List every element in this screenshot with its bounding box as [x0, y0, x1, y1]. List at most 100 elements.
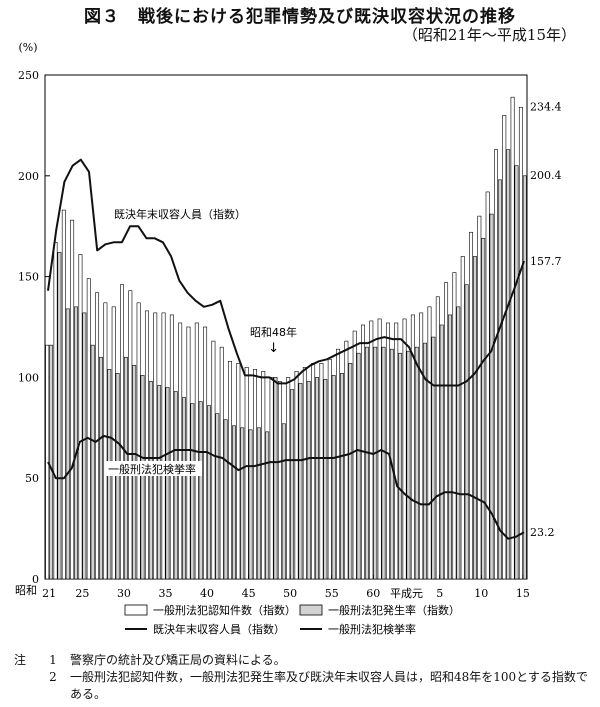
bar — [477, 215, 482, 580]
bar — [481, 237, 486, 580]
bar — [53, 242, 58, 580]
bar — [70, 219, 75, 580]
bar — [148, 381, 153, 580]
bar — [286, 377, 291, 580]
bar — [49, 344, 54, 580]
bar — [277, 381, 282, 580]
y-tick-label: 0 — [32, 573, 39, 586]
bar — [111, 306, 116, 580]
x-tick-label: 55 — [325, 587, 339, 600]
note-2: 2 一般刑法犯認知件数，一般刑法犯発生率及び既決年末収容人員は，昭和48年を10… — [14, 669, 594, 703]
bar — [522, 175, 527, 580]
bar — [261, 371, 266, 580]
legend-swatch — [299, 604, 323, 616]
bar — [402, 318, 407, 580]
chart-subtitle: （昭和21年～平成15年） — [402, 26, 576, 44]
bar — [497, 179, 502, 580]
note-text: 一般刑法犯認知件数，一般刑法犯発生率及び既決年末収容人員は，昭和48年を100と… — [70, 670, 588, 701]
era-label: 昭和 — [15, 584, 37, 597]
bar — [290, 389, 295, 580]
note-1: 注 1 警察庁の統計及び矯正局の資料による。 — [14, 652, 594, 669]
series-line — [47, 434, 525, 540]
note-text: 警察庁の統計及び矯正局の資料による。 — [70, 653, 286, 667]
bar — [120, 284, 124, 580]
bar — [315, 377, 319, 580]
x-tick-label: 30 — [117, 587, 131, 600]
bar — [352, 330, 357, 580]
bar — [182, 397, 187, 580]
x-tick-label: 5 — [436, 587, 443, 600]
bar — [231, 425, 236, 580]
bar — [99, 356, 103, 580]
bar — [169, 314, 174, 580]
bar — [265, 431, 270, 580]
bar — [311, 362, 316, 580]
x-tick-label: 60 — [366, 587, 380, 600]
bar — [228, 360, 232, 580]
bar — [406, 350, 411, 580]
bar — [489, 213, 494, 580]
bar — [219, 346, 224, 580]
bar — [348, 362, 353, 580]
x-tick-label: 25 — [75, 587, 89, 600]
bar — [385, 322, 390, 580]
bar — [281, 423, 286, 580]
bar — [444, 282, 449, 580]
legend-label: 一般刑法犯検挙率 — [328, 622, 416, 636]
bar — [472, 256, 477, 580]
x-tick-label: 45 — [242, 587, 256, 600]
bar — [61, 209, 66, 580]
bar — [253, 369, 257, 580]
bar — [327, 358, 332, 580]
bar — [377, 318, 382, 580]
data-label: 234.4 — [530, 100, 562, 113]
bar — [95, 292, 100, 580]
plot-frame — [44, 74, 528, 580]
bar — [431, 336, 436, 580]
legend-label: 既決年末収容人員（指数） — [153, 622, 285, 636]
bar — [165, 387, 170, 580]
bar — [223, 419, 228, 580]
bar — [514, 165, 519, 580]
y-tick-label: 200 — [18, 170, 39, 183]
y-tick-label: 50 — [25, 472, 39, 485]
data-label: 200.4 — [530, 169, 562, 182]
bar — [460, 256, 465, 580]
bar — [464, 284, 469, 580]
bar — [294, 371, 299, 580]
bar — [269, 377, 274, 580]
bar — [198, 401, 203, 580]
bar — [248, 429, 253, 580]
bar — [273, 377, 278, 580]
bar — [356, 352, 361, 580]
annotation-showa48: 昭和48年 — [250, 325, 297, 339]
bar — [115, 373, 120, 580]
legend-label: 一般刑法犯認知件数（指数） — [153, 603, 296, 617]
bar — [414, 346, 419, 580]
annotation-clearance: 一般刑法犯検挙率 — [108, 462, 196, 476]
bar — [448, 314, 452, 580]
x-tick-label: 平成元 — [390, 587, 423, 600]
bar — [103, 302, 108, 580]
bar — [485, 191, 490, 580]
bar — [236, 362, 241, 580]
data-label: 23.2 — [530, 526, 555, 539]
bar — [161, 312, 166, 580]
bar — [336, 348, 341, 580]
bar — [190, 403, 195, 580]
chart-title: 図３ 戦後における犯罪情勢及び既決収容状況の推移 — [84, 7, 516, 27]
bar — [419, 312, 424, 580]
y-tick-label: 150 — [18, 271, 39, 284]
notes: 注 1 警察庁の統計及び矯正局の資料による。 2 一般刑法犯認知件数，一般刑法犯… — [14, 652, 594, 703]
bar — [157, 385, 162, 580]
bar — [306, 381, 311, 580]
bar — [410, 314, 415, 580]
bar — [423, 342, 428, 580]
bar — [173, 391, 178, 580]
bar — [319, 362, 324, 580]
bar — [502, 115, 507, 580]
annotation-prisoners: 既決年末収容人員（指数） — [114, 207, 246, 221]
y-unit-label: (%) — [18, 41, 37, 54]
bar — [136, 302, 141, 580]
annotation-bg — [112, 206, 238, 221]
